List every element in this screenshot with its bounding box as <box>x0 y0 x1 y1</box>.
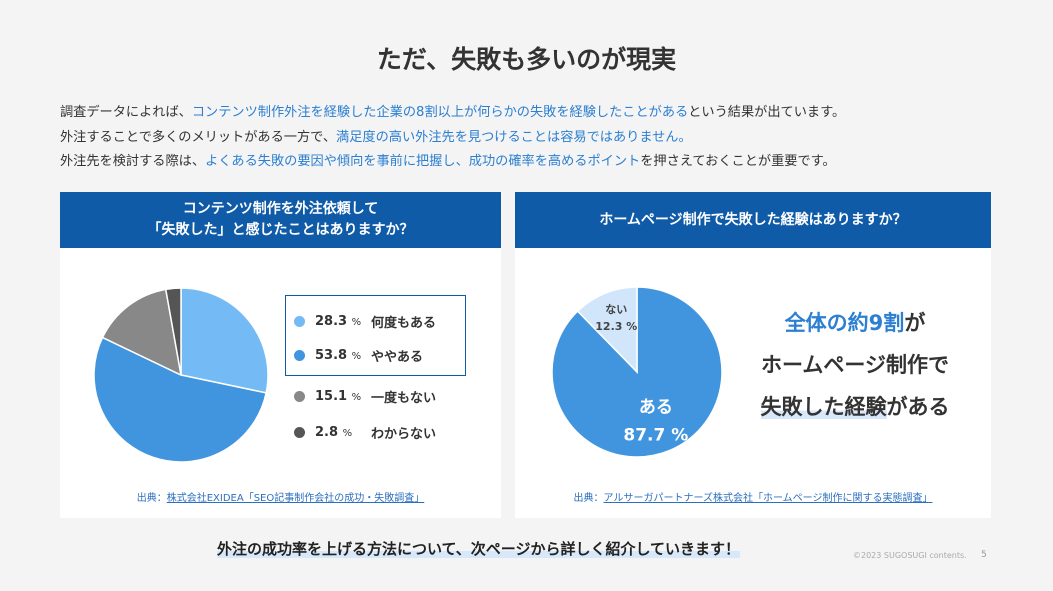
right-pie-value-1: 87.7 % <box>623 425 688 445</box>
legend-item-1: 28.3 % 何度もある <box>294 311 436 331</box>
callout-line-2: ホームページ制作で <box>761 353 949 377</box>
callout-underlined: 失敗した経験 <box>760 395 887 419</box>
bottom-message-text: 外注の成功率を上げる方法について、次ページから詳しく紹介していきます！ <box>217 540 741 558</box>
legend-dot-2 <box>294 349 305 361</box>
callout-line-3-suffix: がある <box>886 395 950 419</box>
page-title: ただ、失敗も多いのが現実 <box>376 45 677 74</box>
page-number: 5 <box>981 550 987 560</box>
legend-value-2: 53.8 <box>315 347 348 363</box>
legend-item-3: 15.1 % 一度もない <box>294 386 436 406</box>
left-header-line-2: 「失敗した」と感じたことはありますか？ <box>147 222 414 238</box>
left-pie-slice-2 <box>93 336 268 463</box>
legend-highlight-box <box>285 295 466 376</box>
legend-unit-4: % <box>342 427 353 439</box>
summary-callout: 全体の約9割が ホームページ制作で 失敗した経験がある <box>745 302 965 428</box>
callout-line-1-suffix: が <box>904 311 926 335</box>
legend-percent-4: 2.8 % <box>315 425 371 440</box>
left-pie-slice-1 <box>180 287 269 394</box>
callout-line-1: 全体の約9割が <box>745 302 965 344</box>
legend-unit-1: % <box>351 316 362 328</box>
right-card-header: ホームページ制作で失敗した経験はありますか？ <box>515 192 991 248</box>
right-pie-value-2: 12.3 % <box>595 320 637 333</box>
right-pie-chart: ある 87.7 % ない 12.3 % <box>551 286 723 458</box>
legend-item-2: 53.8 % ややある <box>294 345 423 365</box>
intro-highlight-2: 満足度の高い外注先を見つけることは容易ではありません。 <box>336 129 692 145</box>
right-survey-card: ホームページ制作で失敗した経験はありますか？ ある 87.7 % ない 12.3 % … <box>515 192 991 518</box>
intro-text-2a: 外注することで多くのメリットがある一方で、 <box>60 129 337 145</box>
intro-text-3a: 外注先を検討する際は、 <box>60 154 206 169</box>
legend-label-2: ややある <box>371 349 424 365</box>
callout-line-3: 失敗した経験がある <box>745 386 965 428</box>
legend-value-4: 2.8 <box>315 424 339 440</box>
right-pie-slice-2 <box>576 286 638 374</box>
intro-line-3: 外注先を検討する際は、よくある失敗の要因や傾向を事前に把握し、成功の確率を高める… <box>60 150 1020 175</box>
intro-text-1c: という結果が出ています。 <box>688 105 846 120</box>
bottom-message: 外注の成功率を上げる方法について、次ページから詳しく紹介していきます！ <box>217 538 741 559</box>
right-pie-label-1: ある <box>639 397 673 417</box>
intro-text: 調査データによれば、コンテンツ制作外注を経験した企業の8割以上が何らかの失敗を経… <box>60 101 1020 175</box>
right-source-prefix: 出典： <box>573 493 604 504</box>
legend-percent-3: 15.1 % <box>315 389 371 404</box>
copyright: ©2023 SUGOSUGI contents. <box>853 551 967 560</box>
left-pie-slice-3 <box>101 288 182 377</box>
legend-dot-4 <box>294 426 305 438</box>
legend-item-4: 2.8 % わからない <box>294 422 436 442</box>
legend-value-1: 28.3 <box>315 313 348 329</box>
legend-percent-2: 53.8 % <box>315 348 371 363</box>
legend-unit-3: % <box>351 391 362 403</box>
left-pie-slice-4 <box>164 287 182 376</box>
left-source-prefix: 出典： <box>136 493 167 504</box>
legend-dot-1 <box>294 315 305 327</box>
legend-unit-2: % <box>351 350 362 362</box>
callout-highlight: 全体の約9割 <box>784 311 905 335</box>
left-header-line-1: コンテンツ制作を外注依頼して <box>182 201 379 217</box>
legend-label-4: わからない <box>371 426 437 442</box>
legend-dot-3 <box>294 390 305 402</box>
right-pie-label-2: ない <box>605 303 627 316</box>
left-survey-card: コンテンツ制作を外注依頼して 「失敗した」と感じたことはありますか？ 28.3 … <box>60 192 501 518</box>
left-pie-chart <box>93 287 269 463</box>
legend-label-3: 一度もない <box>371 390 437 406</box>
right-source: 出典：アルサーガパートナーズ株式会社「ホームページ制作に関する実態調査」 <box>515 489 991 504</box>
intro-text-3c: を押さえておくことが重要です。 <box>640 154 836 169</box>
intro-line-1: 調査データによれば、コンテンツ制作外注を経験した企業の8割以上が何らかの失敗を経… <box>60 101 1020 126</box>
intro-line-2: 外注することで多くのメリットがある一方で、満足度の高い外注先を見つけることは容易… <box>60 126 1020 151</box>
right-header-title: ホームページ制作で失敗した経験はありますか？ <box>599 211 907 228</box>
left-source-link[interactable]: 株式会社EXIDEA「SEO記事制作会社の成功・失敗調査」 <box>166 493 425 504</box>
legend-percent-1: 28.3 % <box>315 314 371 329</box>
right-source-link[interactable]: アルサーガパートナーズ株式会社「ホームページ制作に関する実態調査」 <box>603 493 933 504</box>
left-source: 出典：株式会社EXIDEA「SEO記事制作会社の成功・失敗調査」 <box>60 489 501 504</box>
intro-text-1a: 調査データによれば、 <box>60 105 192 120</box>
legend-value-3: 15.1 <box>315 388 348 404</box>
left-card-header: コンテンツ制作を外注依頼して 「失敗した」と感じたことはありますか？ <box>60 192 501 248</box>
legend-label-1: 何度もある <box>371 315 437 331</box>
intro-highlight-3: よくある失敗の要因や傾向を事前に把握し、成功の確率を高めるポイント <box>205 154 641 169</box>
intro-highlight-1: コンテンツ制作外注を経験した企業の8割以上が何らかの失敗を経験したことがある <box>191 105 689 120</box>
